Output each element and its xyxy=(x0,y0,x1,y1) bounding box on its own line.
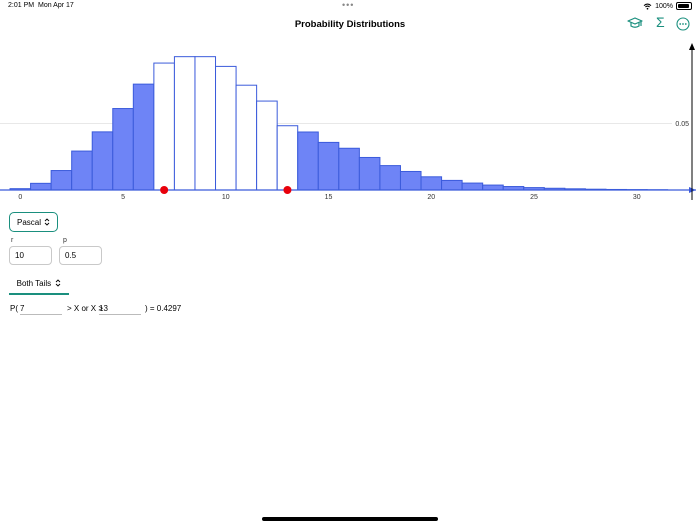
histogram-bar[interactable] xyxy=(30,182,52,191)
histogram-bar[interactable] xyxy=(215,65,237,191)
y-axis-arrow-icon xyxy=(689,43,695,50)
wifi-icon xyxy=(643,3,652,10)
x-tick-label: 30 xyxy=(633,194,641,201)
p-input[interactable] xyxy=(59,246,102,265)
prob-middle: > X or X > xyxy=(67,304,104,313)
x-tick-label: 15 xyxy=(325,194,333,201)
x-tick-label: 0 xyxy=(18,194,22,201)
histogram-bar[interactable] xyxy=(461,182,484,191)
histogram-bar[interactable] xyxy=(379,165,401,191)
tail-select[interactable]: Both Tails xyxy=(10,279,68,288)
y-tick-label: 0.05 xyxy=(675,121,689,128)
distribution-select[interactable]: Pascal xyxy=(9,212,58,232)
histogram-bar[interactable] xyxy=(399,170,422,191)
histogram-bar[interactable] xyxy=(173,56,196,191)
histogram-bar[interactable] xyxy=(50,170,73,191)
histogram-bar[interactable] xyxy=(482,184,504,191)
chevron-up-down-icon xyxy=(56,279,61,287)
status-bar: 2:01 PM Mon Apr 17 ••• 100% xyxy=(0,0,700,12)
histogram-bar[interactable] xyxy=(317,141,340,191)
histogram-bar[interactable] xyxy=(420,176,443,191)
tail-select-label: Both Tails xyxy=(16,279,52,288)
home-indicator[interactable] xyxy=(262,517,438,521)
histogram-bar[interactable] xyxy=(235,84,258,191)
x-tick-label: 5 xyxy=(121,194,125,201)
histogram-bar[interactable] xyxy=(276,125,299,191)
prob-result: ) = 0.4297 xyxy=(145,304,182,313)
page-title: Probability Distributions xyxy=(294,19,406,30)
status-date: Mon Apr 17 xyxy=(38,2,74,9)
histogram-bar[interactable] xyxy=(194,56,217,191)
upper-bound-input[interactable]: 13 xyxy=(99,304,141,315)
upper-bound-value: 13 xyxy=(99,304,108,313)
prob-prefix: P( xyxy=(10,304,18,313)
sigma-icon[interactable]: Σ xyxy=(656,14,665,30)
x-tick-label: 25 xyxy=(530,194,538,201)
histogram-bar[interactable] xyxy=(91,131,114,191)
x-tick-label: 10 xyxy=(222,194,230,201)
histogram-bar[interactable] xyxy=(358,156,381,191)
graduation-cap-icon[interactable] xyxy=(627,16,643,31)
histogram-bar[interactable] xyxy=(153,62,175,191)
lower-bound-value: 7 xyxy=(20,304,25,313)
histogram-bar[interactable] xyxy=(256,100,278,191)
bound-marker[interactable] xyxy=(160,186,169,194)
p-label: p xyxy=(63,237,67,244)
x-tick-label: 20 xyxy=(427,194,435,201)
histogram-bar[interactable] xyxy=(297,131,319,191)
status-right: 100% xyxy=(643,2,692,10)
histogram-bar[interactable] xyxy=(338,147,360,191)
histogram-bar[interactable] xyxy=(71,150,93,191)
r-input[interactable] xyxy=(9,246,52,265)
ellipsis-circle-icon[interactable] xyxy=(676,17,690,31)
chevron-up-down-icon xyxy=(44,218,50,226)
histogram-bar[interactable] xyxy=(112,108,134,191)
distribution-select-label: Pascal xyxy=(16,217,41,227)
tail-underline xyxy=(9,293,69,295)
lower-bound-input[interactable]: 7 xyxy=(20,304,62,315)
multitask-dots-icon[interactable]: ••• xyxy=(342,0,355,10)
bound-marker[interactable] xyxy=(283,186,292,194)
battery-percent: 100% xyxy=(655,2,673,10)
histogram-bar[interactable] xyxy=(132,83,155,191)
status-time: 2:01 PM xyxy=(8,2,35,9)
distribution-chart[interactable]: 0 5 10 15 20 25 30 0.05 xyxy=(0,40,700,205)
battery-icon xyxy=(676,2,692,10)
histogram-bar[interactable] xyxy=(441,179,463,191)
r-label: r xyxy=(11,237,14,244)
